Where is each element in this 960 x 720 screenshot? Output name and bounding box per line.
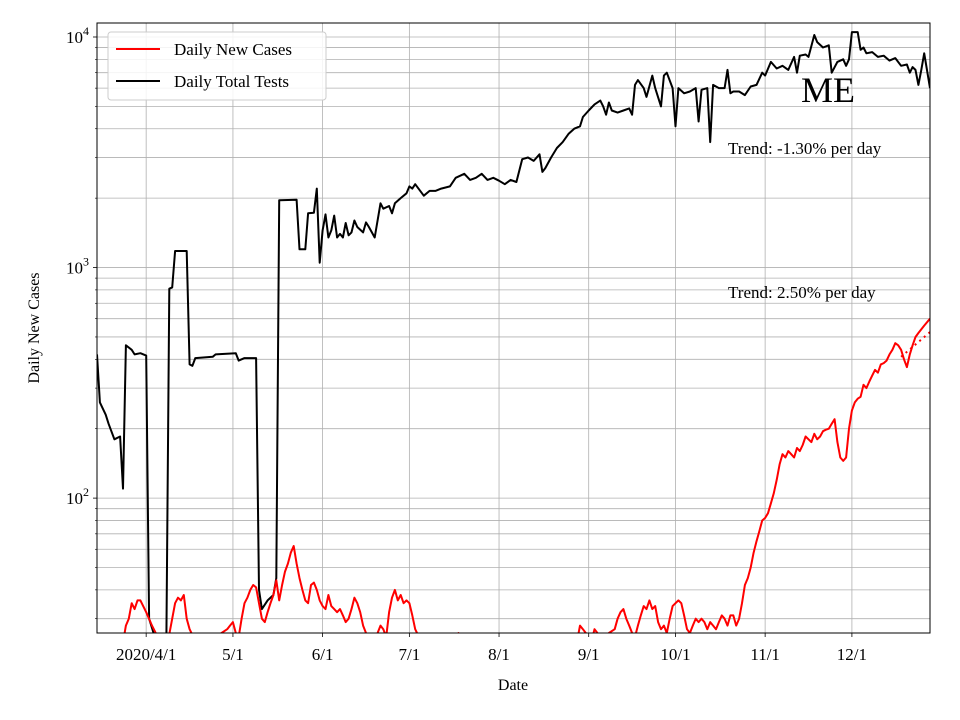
legend: Daily New Cases Daily Total Tests xyxy=(107,31,327,101)
x-tick-label: 2020/4/1 xyxy=(116,645,176,664)
x-tick-label: 12/1 xyxy=(837,645,867,664)
legend-box xyxy=(107,31,327,101)
x-tick-label: 7/1 xyxy=(399,645,421,664)
series-line-daily-new-cases xyxy=(123,318,930,633)
chart-region-title: ME xyxy=(801,70,855,110)
legend-label-daily-new-cases: Daily New Cases xyxy=(174,40,292,59)
x-axis-ticks: 2020/4/1 5/1 6/1 7/1 8/1 9/1 10/1 11/1 12/1 xyxy=(116,633,867,664)
x-axis-label: Date xyxy=(498,677,528,694)
major-gridlines xyxy=(97,23,930,633)
plot-frame xyxy=(96,22,931,634)
x-tick-label: 9/1 xyxy=(578,645,600,664)
legend-label-daily-total-tests: Daily Total Tests xyxy=(174,72,289,91)
x-tick-label: 8/1 xyxy=(488,645,510,664)
x-tick-label: 11/1 xyxy=(750,645,780,664)
x-tick-label: 6/1 xyxy=(312,645,334,664)
x-tick-label: 5/1 xyxy=(222,645,244,664)
y-tick-exponent: 3 xyxy=(83,255,89,269)
x-tick-label: 10/1 xyxy=(660,645,690,664)
series-layer xyxy=(97,31,930,633)
trend-annotation-cases: Trend: 2.50% per day xyxy=(728,283,876,302)
minor-gridlines xyxy=(97,47,930,620)
y-axis-label: Daily New Cases xyxy=(26,272,43,383)
y-tick-exponent: 2 xyxy=(83,485,89,499)
y-tick-exponent: 4 xyxy=(83,24,89,38)
series-line-daily-total-tests xyxy=(97,31,930,633)
trend-annotation-tests: Trend: -1.30% per day xyxy=(728,139,882,158)
trend-line-daily-new-cases xyxy=(900,331,930,358)
